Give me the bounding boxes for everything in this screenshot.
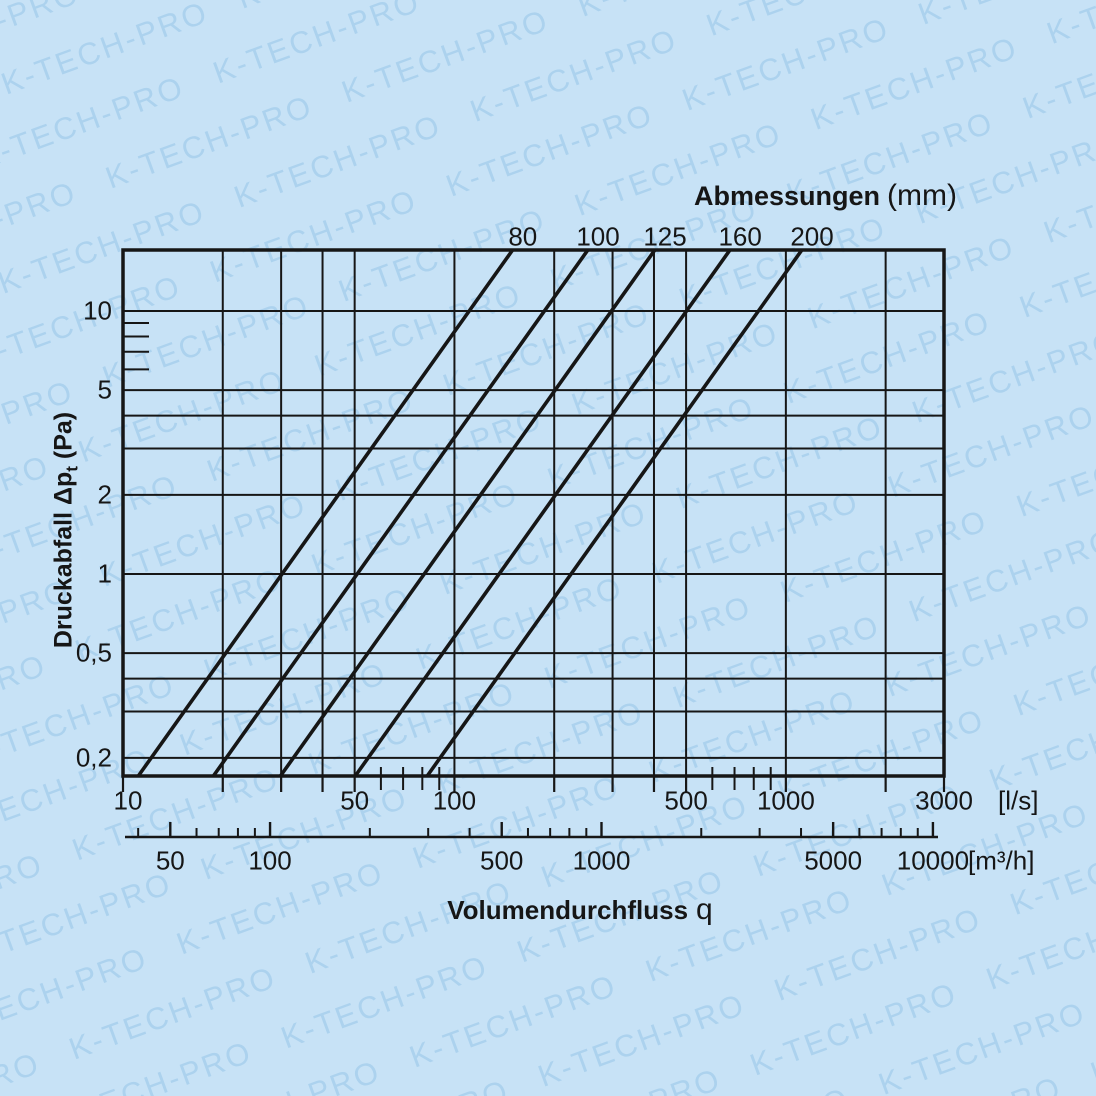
x2-tick-label-100: 100 — [248, 845, 292, 876]
y-axis-title-text: Druckabfall — [49, 511, 78, 649]
x-tick-label-500: 500 — [664, 785, 708, 816]
unit-ls-label: [l/s] — [998, 785, 1039, 816]
chart-title-unit: (mm) — [887, 179, 957, 212]
x-axis-title-text: Volumendurchfluss — [447, 895, 689, 925]
series-label-100: 100 — [576, 221, 620, 252]
x-axis-title-symbol: q — [696, 893, 713, 926]
x2-tick-label-5000: 5000 — [804, 845, 863, 876]
x2-tick-label-500: 500 — [480, 845, 524, 876]
x-tick-label-10: 10 — [113, 785, 143, 816]
chart-title-text: Abmessungen — [693, 181, 881, 211]
x2-tick-label-1000: 1000 — [572, 845, 631, 876]
y-axis-title: Druckabfall Δpt (Pa) — [50, 412, 83, 648]
series-label-160: 160 — [718, 221, 762, 252]
y-tick-label-5: 5 — [97, 374, 112, 405]
x-tick-label-3000: 3000 — [915, 785, 973, 816]
unit-m3h-label: [m³/h] — [968, 845, 1035, 876]
y-tick-label-1: 1 — [97, 558, 112, 589]
y-axis-title-unit: (Pa) — [49, 411, 78, 460]
x2-tick-label-10000: 10000 — [896, 845, 970, 876]
y-tick-label-0,5: 0,5 — [75, 637, 112, 668]
y-tick-label-10: 10 — [83, 295, 112, 326]
series-label-125: 125 — [643, 221, 687, 252]
series-label-200: 200 — [790, 221, 834, 252]
x-tick-label-50: 50 — [340, 785, 370, 816]
y-tick-label-2: 2 — [97, 479, 112, 510]
x-axis-title: Volumendurchfluss q — [447, 893, 712, 927]
x2-tick-label-50: 50 — [155, 845, 185, 876]
x-tick-label-1000: 1000 — [756, 785, 815, 816]
y-tick-label-0,2: 0,2 — [75, 742, 112, 773]
chart-title: Abmessungen (mm) — [694, 179, 957, 213]
series-label-80: 80 — [508, 221, 538, 252]
x-tick-label-100: 100 — [432, 785, 477, 816]
y-axis-title-symbol: Δp — [49, 471, 78, 505]
y-axis-title-subscript: t — [62, 466, 82, 472]
